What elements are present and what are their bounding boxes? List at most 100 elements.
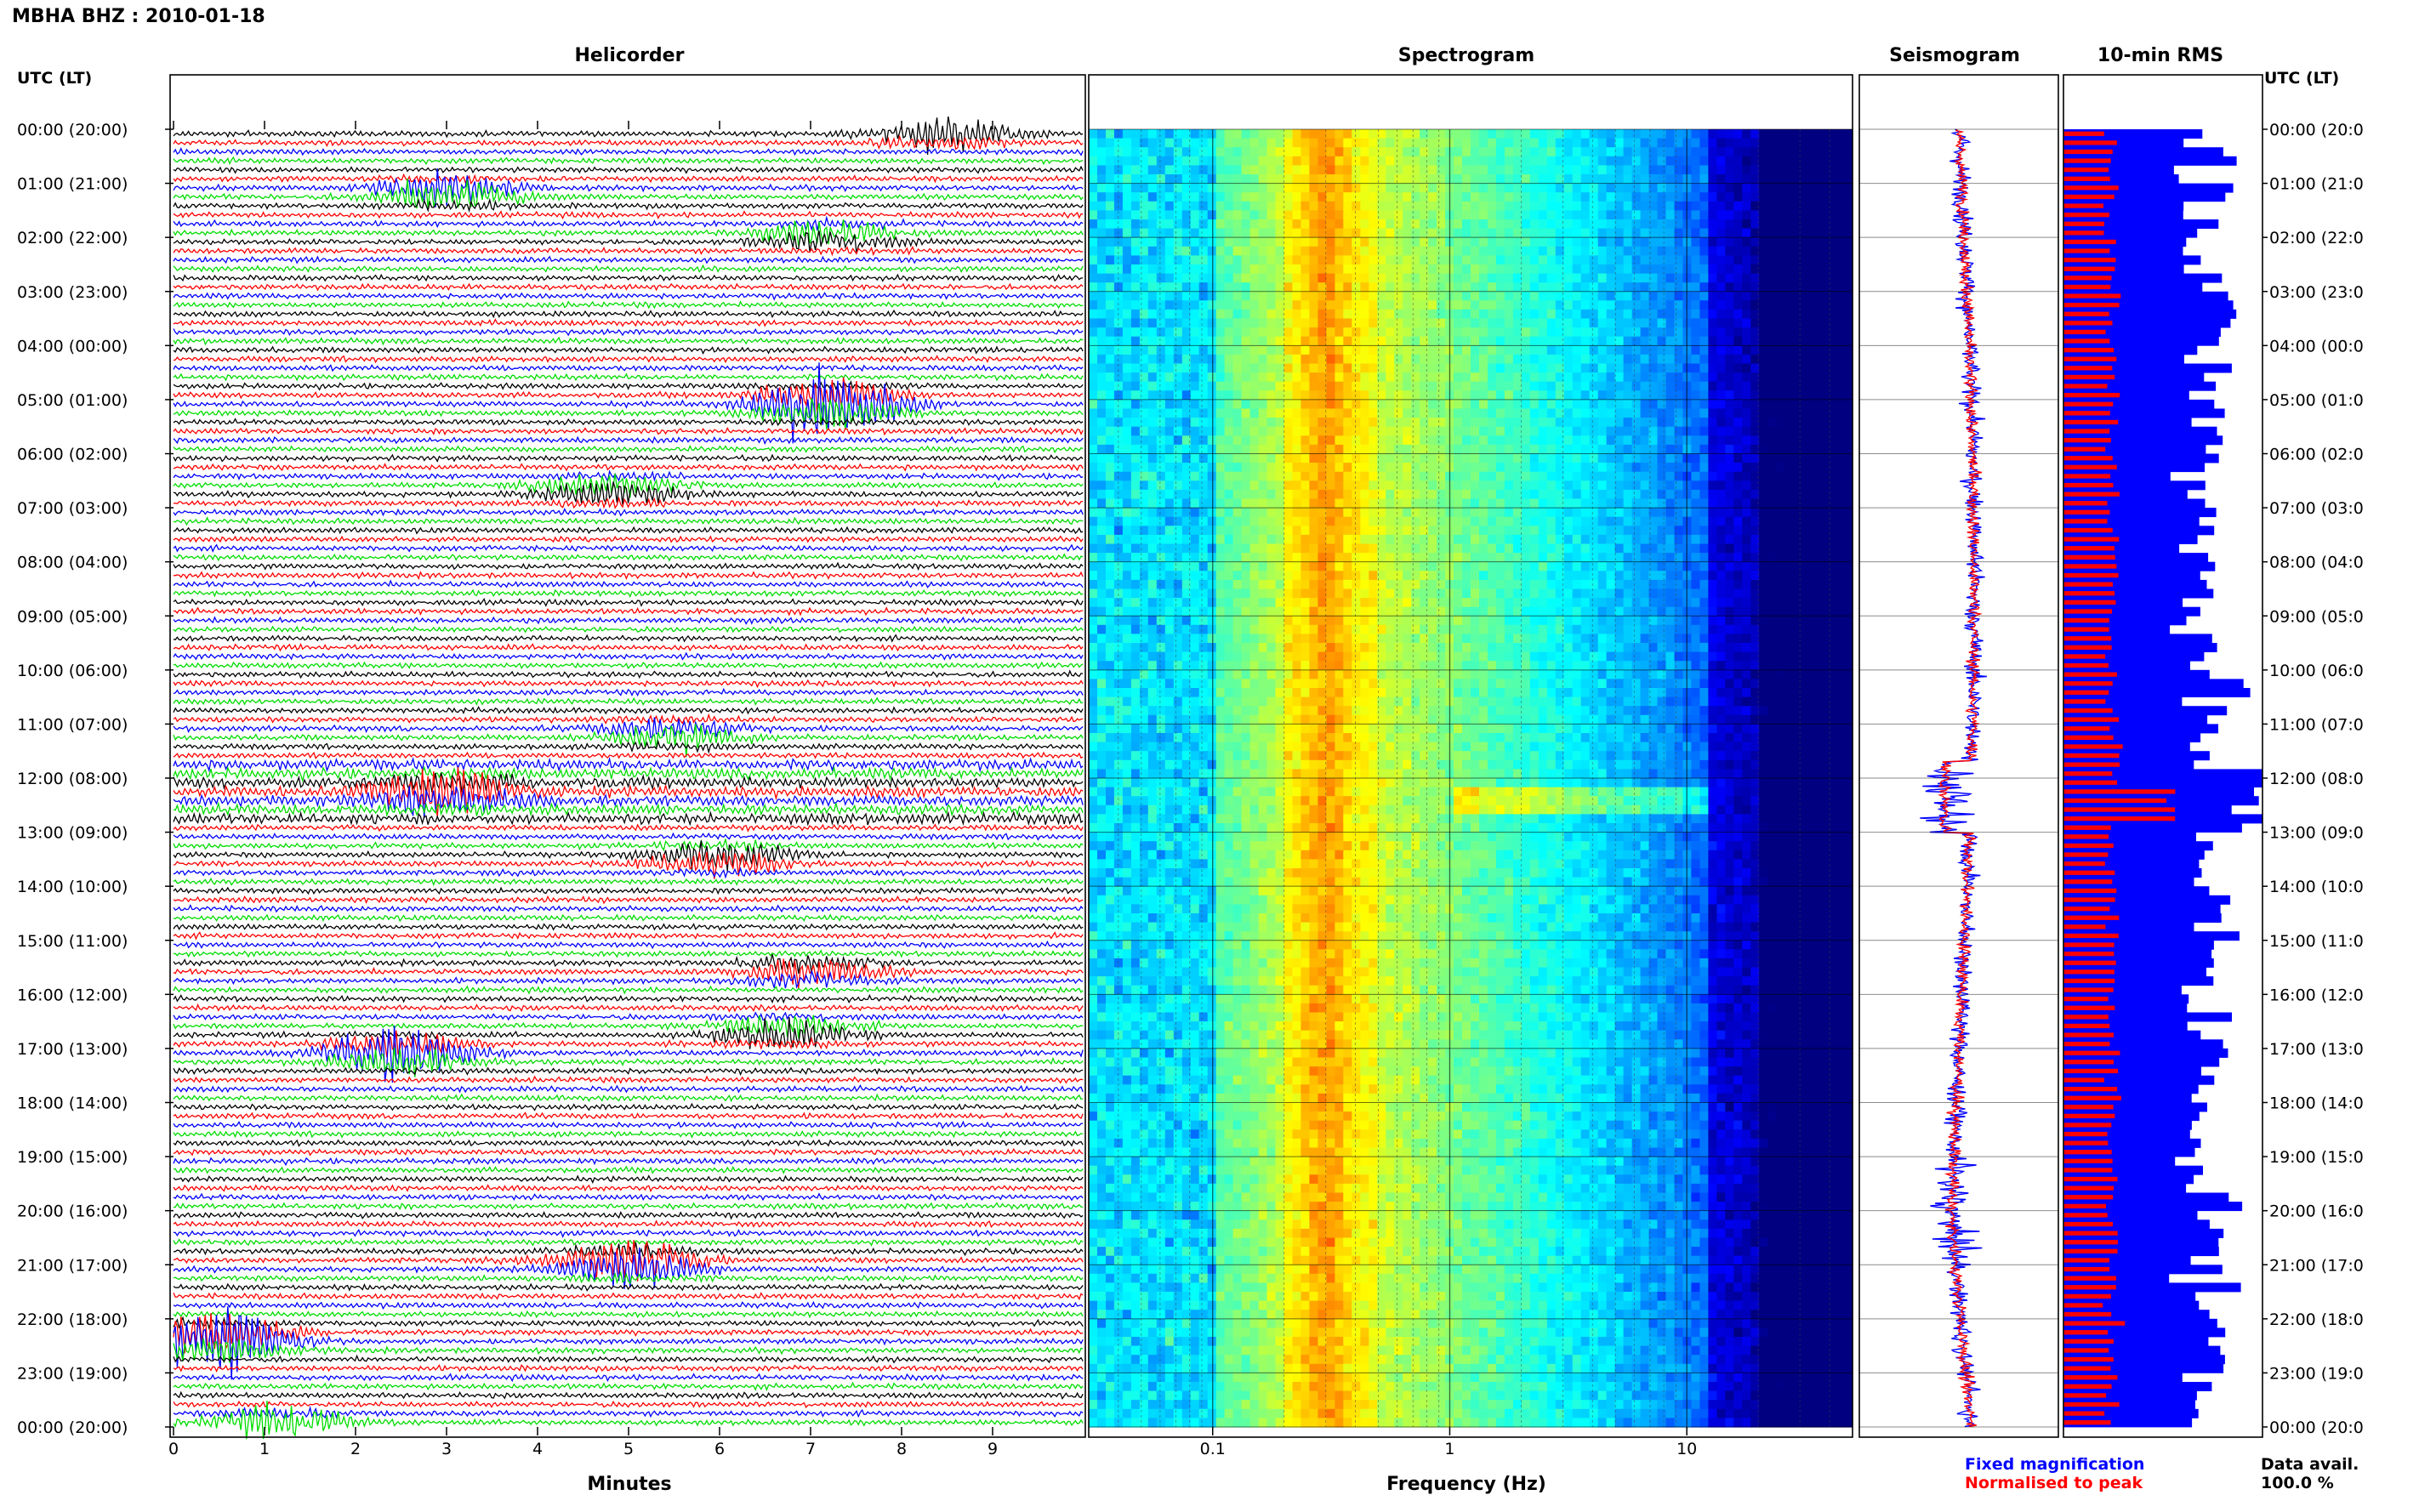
spectrogram-cell (1606, 129, 1616, 139)
spectrogram-cell (1708, 336, 1717, 346)
spectrogram-cell (1156, 174, 1166, 185)
spectrogram-cell (1335, 463, 1344, 473)
spectrogram-cell (1733, 471, 1743, 481)
spectrogram-cell (1139, 237, 1149, 247)
spectrogram-cell (1759, 543, 1768, 554)
spectrogram-cell (1512, 318, 1523, 328)
spectrogram-cell (1266, 543, 1277, 554)
spectrogram-cell (1437, 255, 1446, 265)
spectrogram-cell (1156, 372, 1166, 383)
spectrogram-cell (1512, 516, 1523, 526)
spectrogram-cell (1241, 264, 1251, 275)
spectrogram-cell (1249, 435, 1260, 446)
spectrogram-cell (1597, 300, 1608, 310)
spectrogram-cell (1335, 598, 1344, 608)
spectrogram-cell (1360, 418, 1369, 428)
spectrogram-cell (1207, 147, 1217, 157)
spectrogram-cell (1733, 201, 1743, 211)
spectrogram-cell (1759, 309, 1768, 320)
spectrogram-cell (1097, 282, 1107, 293)
spectrogram-cell (1173, 508, 1183, 518)
spectrogram-cell (1657, 526, 1667, 536)
spectrogram-cell (1742, 327, 1751, 338)
spectrogram-cell (1249, 543, 1260, 554)
spectrogram-cell (1377, 318, 1386, 328)
spectrogram-cell (1241, 255, 1251, 265)
spectrogram-cell (1164, 219, 1175, 230)
spectrogram-cell (1674, 318, 1684, 328)
spectrogram-cell (1819, 147, 1828, 157)
spectrogram-cell (1181, 228, 1192, 238)
spectrogram-cell (1844, 381, 1853, 391)
spectrogram-cell (1097, 588, 1107, 599)
spectrogram-cell (1546, 463, 1557, 473)
spectrogram-cell (1428, 418, 1437, 428)
spectrogram-cell (1495, 246, 1505, 256)
spectrogram-cell (1394, 418, 1403, 428)
spectrogram-cell (1318, 246, 1327, 256)
spectrogram-cell (1122, 508, 1132, 518)
spectrogram-cell (1428, 606, 1437, 617)
spectrogram-cell (1580, 543, 1591, 554)
spectrogram-cell (1555, 498, 1565, 509)
spectrogram-cell (1793, 516, 1802, 526)
spectrogram-cell (1512, 399, 1523, 410)
spectrogram-cell (1529, 426, 1540, 436)
spectrogram-cell (1810, 453, 1819, 463)
spectrogram-cell (1597, 534, 1608, 545)
spectrogram-cell (1529, 444, 1540, 455)
spectrogram-cell (1360, 508, 1369, 518)
spectrogram-cell (1403, 363, 1412, 373)
spectrogram-cell (1232, 418, 1243, 428)
spectrogram-cell (1437, 399, 1446, 410)
helicorder-trace-row (173, 985, 1084, 995)
spectrogram-cell (1394, 201, 1403, 211)
spectrogram-cell (1614, 498, 1625, 509)
spectrogram-cell (1437, 418, 1446, 428)
spectrogram-cell (1130, 201, 1141, 211)
spectrogram-cell (1428, 228, 1437, 238)
spectrogram-cell (1377, 561, 1386, 571)
spectrogram-cell (1521, 408, 1531, 418)
spectrogram-cell (1411, 264, 1420, 275)
spectrogram-cell (1411, 273, 1420, 283)
spectrogram-cell (1386, 390, 1395, 401)
spectrogram-cell (1606, 408, 1616, 418)
spectrogram-cell (1089, 561, 1098, 571)
spectrogram-cell (1130, 508, 1141, 518)
spectrogram-cell (1207, 282, 1217, 293)
spectrogram-cell (1776, 561, 1785, 571)
spectrogram-cell (1343, 471, 1352, 481)
spectrogram-cell (1776, 345, 1785, 355)
spectrogram-cell (1403, 354, 1412, 365)
spectrogram-cell (1156, 426, 1166, 436)
spectrogram-cell (1147, 526, 1158, 536)
spectrogram-cell (1555, 291, 1565, 301)
spectrogram-cell (1640, 327, 1650, 338)
spectrogram-cell (1521, 138, 1531, 148)
spectrogram-cell (1207, 471, 1217, 481)
spectrogram-cell (1097, 418, 1107, 428)
spectrogram-cell (1844, 444, 1853, 455)
spectrogram-cell (1386, 444, 1395, 455)
spectrogram-cell (1097, 246, 1107, 256)
spectrogram-cell (1420, 318, 1429, 328)
spectrogram-cell (1631, 526, 1642, 536)
spectrogram-cell (1122, 579, 1132, 590)
spectrogram-cell (1164, 300, 1175, 310)
spectrogram-cell (1462, 282, 1471, 293)
spectrogram-cell (1725, 381, 1734, 391)
spectrogram-cell (1691, 183, 1700, 193)
spectrogram-cell (1301, 526, 1310, 536)
spectrogram-cell (1139, 156, 1149, 166)
spectrogram-cell (1784, 561, 1794, 571)
helicorder-trace-row (173, 1381, 1084, 1392)
helicorder-trace-row (173, 255, 1084, 264)
spectrogram-cell (1699, 147, 1709, 157)
spectrogram-cell (1488, 147, 1497, 157)
spectrogram-cell (1232, 192, 1243, 202)
spectrogram-cell (1767, 138, 1777, 148)
spectrogram-cell (1215, 336, 1226, 346)
spectrogram-cell (1793, 219, 1802, 230)
spectrogram-cell (1759, 553, 1768, 563)
